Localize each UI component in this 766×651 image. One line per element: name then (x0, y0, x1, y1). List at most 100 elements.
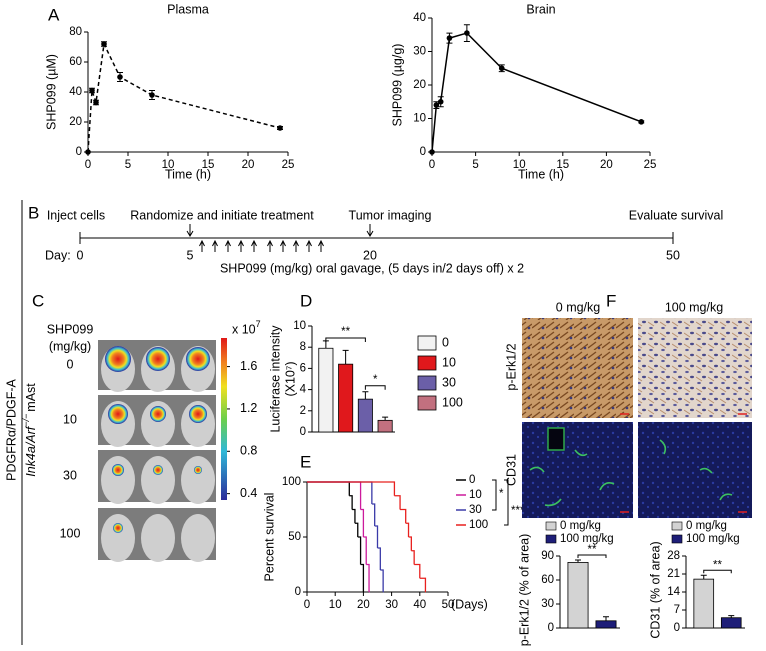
histology-column: 0 mg/kg (556, 300, 601, 314)
colorbar-tick-label: 1.6 (240, 359, 257, 373)
day-label: Day: (45, 248, 71, 262)
y-tick-label: 20 (413, 79, 426, 91)
error-bar (700, 574, 707, 580)
significance: ** (341, 326, 350, 338)
y-tick-label: 20 (69, 116, 82, 128)
signal (112, 464, 124, 476)
x-tick-label: 30 (385, 599, 398, 611)
data-point (638, 119, 645, 125)
error-bar (342, 349, 349, 365)
x-tick-label: 10 (162, 159, 175, 171)
error-bar (575, 559, 581, 563)
day-value: 50 (666, 248, 680, 262)
data-point (149, 92, 155, 98)
imaging-title: SHP099 (47, 322, 94, 336)
x-tick-label: 10 (513, 159, 526, 171)
dose-label: 10 (63, 412, 77, 426)
dose-arrow (225, 239, 231, 252)
bar (318, 347, 334, 433)
significance-bracket (492, 479, 497, 511)
mouse (181, 456, 215, 504)
legend-label: 100 mg/kg (560, 533, 614, 545)
x-tick-label: 0 (429, 159, 435, 171)
survival-step (374, 525, 379, 548)
legend-swatch (417, 355, 437, 371)
legend-swatch (671, 521, 683, 531)
y-tick-label: 30 (413, 46, 426, 58)
signal (113, 523, 123, 533)
significance: * (373, 374, 378, 386)
survival-step (360, 508, 365, 537)
timeline-event: Evaluate survival (629, 208, 724, 222)
legend-label: 30 (469, 504, 482, 516)
dose-arrow (293, 239, 299, 252)
data-point (464, 30, 470, 36)
survival-step (380, 569, 384, 592)
y-tick-label: 7 (674, 604, 680, 616)
signal (108, 404, 128, 424)
survival-step (357, 536, 362, 565)
y-tick-label: 0 (300, 426, 306, 438)
legend-label: 10 (442, 355, 456, 369)
x-tick-label: 15 (556, 159, 569, 171)
y-axis-label: CD31 (% of area) (648, 541, 662, 638)
survival-step (307, 481, 396, 496)
x-tick-label: 10 (329, 599, 342, 611)
survival-step (363, 536, 367, 565)
x-tick-label: 20 (242, 159, 255, 171)
panel-label: B (28, 203, 39, 222)
data-line (431, 32, 642, 153)
panel-label: C (32, 291, 44, 310)
y-axis-unit: (X10⁷) (283, 361, 297, 396)
vessel (547, 427, 565, 451)
y-tick-label: 100 (282, 476, 301, 488)
survival-step (400, 508, 407, 524)
legend-swatch (417, 395, 437, 411)
histology-image (638, 318, 752, 418)
timeline-arrow (366, 224, 374, 237)
data-line (87, 41, 281, 153)
y-tick-label: 0 (295, 586, 301, 598)
y-tick-label: 21 (667, 568, 680, 580)
survival-step (366, 563, 370, 592)
survival-step (411, 550, 415, 565)
histology-row: CD31 (504, 454, 518, 486)
y-tick-label: 2 (300, 405, 306, 417)
mouse (101, 514, 135, 562)
x-axis-label: Time (h) (165, 167, 211, 181)
signal (186, 347, 210, 371)
significance: * (499, 488, 504, 500)
y-tick-label: 14 (667, 586, 680, 598)
survival-step (394, 495, 401, 510)
timeline-arrow (186, 224, 194, 237)
x-tick-label: 40 (413, 599, 426, 611)
day-value: 20 (363, 248, 377, 262)
x-tick-label: 50 (442, 599, 455, 611)
dose-label: 30 (63, 468, 77, 482)
legend-swatch (417, 375, 437, 391)
survival-step (405, 522, 410, 537)
colorbar-tick-label: 1.2 (240, 401, 257, 415)
colorbar-exponent: 7 (256, 319, 261, 329)
bar (595, 620, 617, 629)
legend-label: 100 (469, 519, 488, 531)
significance-bracket (364, 385, 386, 390)
panel-label: D (300, 291, 312, 310)
bar (377, 419, 393, 433)
mouse (181, 514, 215, 562)
y-axis-label: Percent survival (262, 493, 276, 582)
signal (194, 466, 202, 474)
vessel (599, 482, 615, 491)
histology-column: 100 mg/kg (665, 300, 723, 314)
vessel (544, 498, 562, 507)
x-tick-label: 5 (472, 159, 478, 171)
y-tick-label: 6 (300, 362, 306, 374)
dose-arrow (251, 239, 257, 252)
x-tick-label: 0 (85, 159, 91, 171)
y-tick-label: 10 (413, 113, 426, 125)
day-value: 0 (77, 248, 84, 262)
genotype-superscript: −/− (21, 414, 31, 427)
y-tick-label: 28 (667, 550, 680, 562)
y-tick-label: 60 (69, 56, 82, 68)
